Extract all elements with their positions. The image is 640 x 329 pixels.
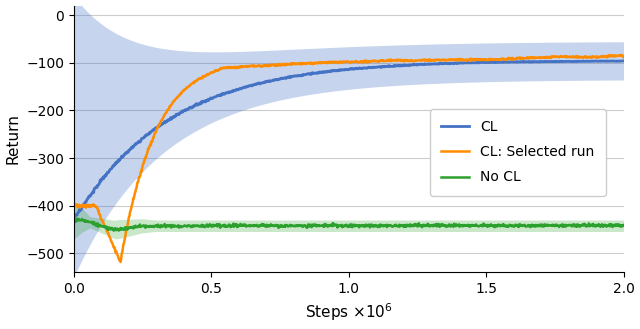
CL: Selected run: (8.83e+05, -99.8): Selected run: (8.83e+05, -99.8) bbox=[313, 61, 321, 64]
Line: CL: Selected run: CL: Selected run bbox=[74, 55, 623, 262]
CL: Selected run: (8.11e+05, -102): Selected run: (8.11e+05, -102) bbox=[293, 62, 301, 65]
CL bbox=[70, 215, 77, 219]
CL bbox=[313, 71, 321, 75]
No CL bbox=[313, 223, 321, 227]
No CL bbox=[74, 217, 81, 221]
CL: Selected run: (2e+06, -88.1): Selected run: (2e+06, -88.1) bbox=[620, 55, 627, 59]
No CL bbox=[449, 223, 456, 227]
CL: Selected run: (1.7e+05, -518): Selected run: (1.7e+05, -518) bbox=[116, 260, 124, 264]
CL: Selected run: (1.38e+06, -93.5): Selected run: (1.38e+06, -93.5) bbox=[448, 58, 456, 62]
CL: Selected run: (1.56e+06, -91.6): Selected run: (1.56e+06, -91.6) bbox=[499, 57, 507, 61]
CL: Selected run: (1.99e+06, -83.7): Selected run: (1.99e+06, -83.7) bbox=[618, 53, 625, 57]
CL bbox=[499, 60, 507, 64]
Legend: CL, CL: Selected run, No CL: CL, CL: Selected run, No CL bbox=[430, 109, 605, 195]
CL bbox=[620, 59, 627, 63]
CL bbox=[293, 74, 301, 78]
CL: Selected run: (1.6e+06, -93.5): Selected run: (1.6e+06, -93.5) bbox=[509, 58, 516, 62]
CL bbox=[448, 61, 456, 65]
No CL bbox=[115, 229, 123, 233]
CL bbox=[70, 215, 78, 219]
Y-axis label: Return: Return bbox=[6, 114, 20, 164]
Line: No CL: No CL bbox=[74, 219, 623, 231]
X-axis label: Steps $\times 10^6$: Steps $\times 10^6$ bbox=[305, 302, 393, 323]
CL bbox=[509, 60, 516, 64]
No CL bbox=[620, 223, 627, 227]
CL bbox=[127, 147, 134, 151]
CL: Selected run: (2.06e+05, -411): Selected run: (2.06e+05, -411) bbox=[127, 209, 134, 213]
No CL bbox=[127, 225, 135, 229]
Line: CL: CL bbox=[74, 61, 623, 217]
No CL bbox=[70, 218, 77, 222]
CL: Selected run: (0, -399): Selected run: (0, -399) bbox=[70, 203, 77, 207]
No CL bbox=[509, 224, 517, 228]
No CL bbox=[293, 224, 301, 228]
No CL bbox=[500, 222, 508, 226]
